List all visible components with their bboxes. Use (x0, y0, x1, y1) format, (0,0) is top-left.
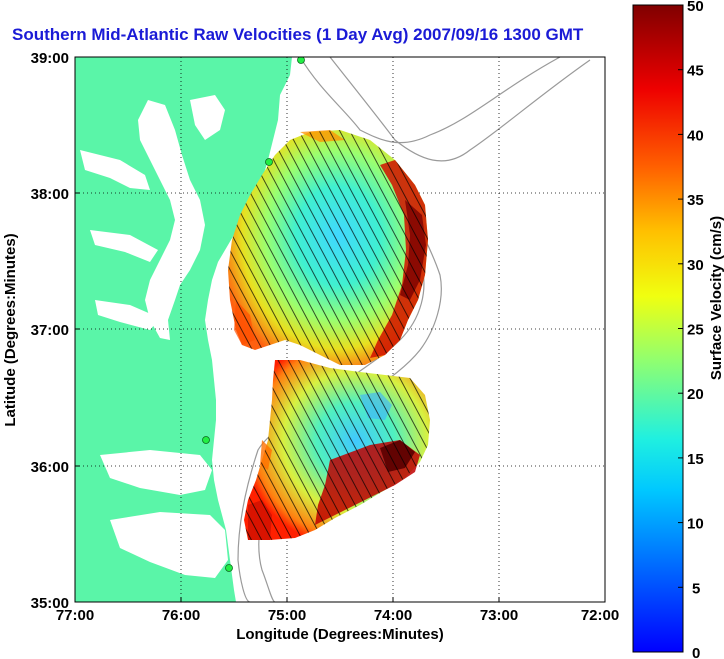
colorbar-label: Surface Velocity (cm/s) (708, 216, 724, 380)
albemarle-sound (100, 450, 212, 495)
colorbar-tick-label: 0 (692, 645, 700, 659)
y-axis-label: Latitude (Degrees:Minutes) (2, 233, 19, 426)
y-tick-label: 38:00 (31, 186, 69, 203)
colorbar: 50 45 40 35 30 25 20 15 10 5 0 Surface V… (632, 0, 724, 659)
x-axis-label: Longitude (Degrees:Minutes) (236, 626, 444, 643)
colorbar-tick-label: 20 (687, 386, 704, 403)
colorbar-gradient (632, 4, 684, 653)
colorbar-tick-label: 35 (687, 192, 704, 209)
y-tick-label: 35:00 (31, 595, 69, 612)
x-tick-label: 76:00 (162, 607, 200, 624)
colorbar-tick-label: 30 (687, 257, 704, 274)
x-tick-label: 74:00 (374, 607, 412, 624)
x-tick-labels: 77:00 76:00 75:00 74:00 73:00 72:00 (56, 607, 619, 624)
chesapeake-bay (138, 100, 205, 340)
pamlico-sound (110, 512, 228, 578)
y-tick-label: 37:00 (31, 322, 69, 339)
tick-marks (74, 56, 606, 603)
map-title: Southern Mid-Atlantic Raw Velocities (1 … (12, 25, 584, 44)
x-tick-label: 72:00 (581, 607, 619, 624)
colorbar-tick-label: 40 (687, 127, 704, 144)
x-tick-label: 75:00 (268, 607, 306, 624)
velocity-field-north (228, 130, 428, 365)
plot-area (75, 57, 605, 602)
colorbar-tick-label: 5 (692, 580, 700, 597)
york-river (95, 300, 160, 330)
delaware-bay (190, 95, 225, 140)
colorbar-tick-label: 50 (687, 0, 704, 15)
velocity-field-south (244, 360, 430, 540)
site-delaware (265, 158, 273, 166)
y-tick-label: 36:00 (31, 459, 69, 476)
colorbar-tick-label: 45 (687, 63, 704, 80)
colorbar-tick-label: 15 (687, 451, 704, 468)
x-tick-label: 73:00 (480, 607, 518, 624)
site-outer-banks (225, 564, 233, 572)
colorbar-tick-label: 25 (687, 322, 704, 339)
site-north (297, 57, 305, 64)
potomac-river (80, 150, 150, 190)
site-virginia (202, 436, 210, 444)
radar-sites (202, 57, 305, 572)
colorbar-tick-label: 10 (687, 516, 704, 533)
rappahannock-river (90, 230, 158, 262)
y-tick-label: 39:00 (31, 50, 69, 67)
x-tick-label: 77:00 (56, 607, 94, 624)
y-tick-labels: 39:00 38:00 37:00 36:00 35:00 (31, 50, 69, 612)
